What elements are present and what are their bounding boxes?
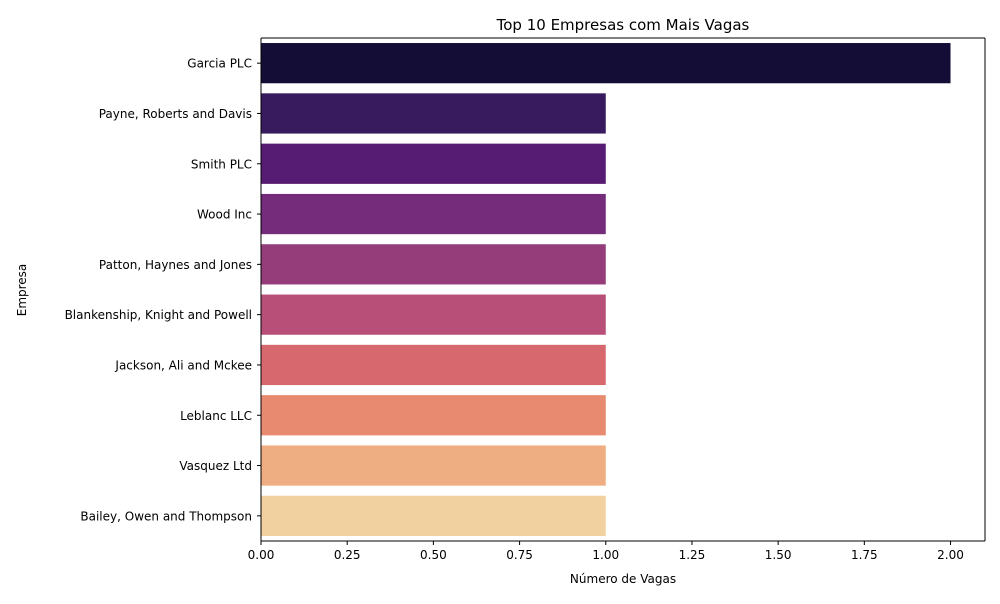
bar <box>261 244 606 285</box>
x-tick-label: 0.25 <box>334 548 361 562</box>
bar <box>261 294 606 335</box>
y-tick-label: Patton, Haynes and Jones <box>99 258 252 272</box>
bar <box>261 344 606 386</box>
bar <box>261 193 606 235</box>
y-tick-label: Garcia PLC <box>187 57 252 71</box>
bar <box>261 143 606 184</box>
y-tick-label: Bailey, Owen and Thompson <box>80 509 252 523</box>
bar <box>261 445 606 486</box>
bar <box>261 93 606 134</box>
y-tick-label: Blankenship, Knight and Powell <box>65 308 252 322</box>
bar <box>261 495 606 536</box>
axes-layer: Garcia PLC Payne, Roberts and Davis Smith … <box>65 37 986 562</box>
bar <box>261 43 951 84</box>
y-tick-label: Vasquez Ltd <box>179 459 252 473</box>
y-axis-label: Empresa <box>15 264 29 317</box>
y-tick-label: Leblanc LLC <box>180 409 252 423</box>
y-tick-label: Payne, Roberts and Davis <box>99 107 252 121</box>
bars-layer <box>261 43 951 536</box>
y-tick-label: Smith PLC <box>191 157 252 171</box>
y-tick-label: Jackson, Ali and Mckee <box>114 358 252 372</box>
x-tick-label: 1.25 <box>679 548 706 562</box>
x-tick-label: 1.00 <box>592 548 619 562</box>
x-tick-label: 1.75 <box>851 548 878 562</box>
y-tick-label: Wood Inc <box>197 208 252 222</box>
x-tick-label: 0.50 <box>420 548 447 562</box>
bar <box>261 395 606 436</box>
x-tick-label: 1.50 <box>765 548 792 562</box>
x-tick-label: 0.00 <box>248 548 275 562</box>
x-tick-label: 0.75 <box>506 548 533 562</box>
chart-title: Top 10 Empresas com Mais Vagas <box>496 16 750 34</box>
x-axis-label: Número de Vagas <box>570 572 676 586</box>
x-tick-label: 2.00 <box>937 548 964 562</box>
